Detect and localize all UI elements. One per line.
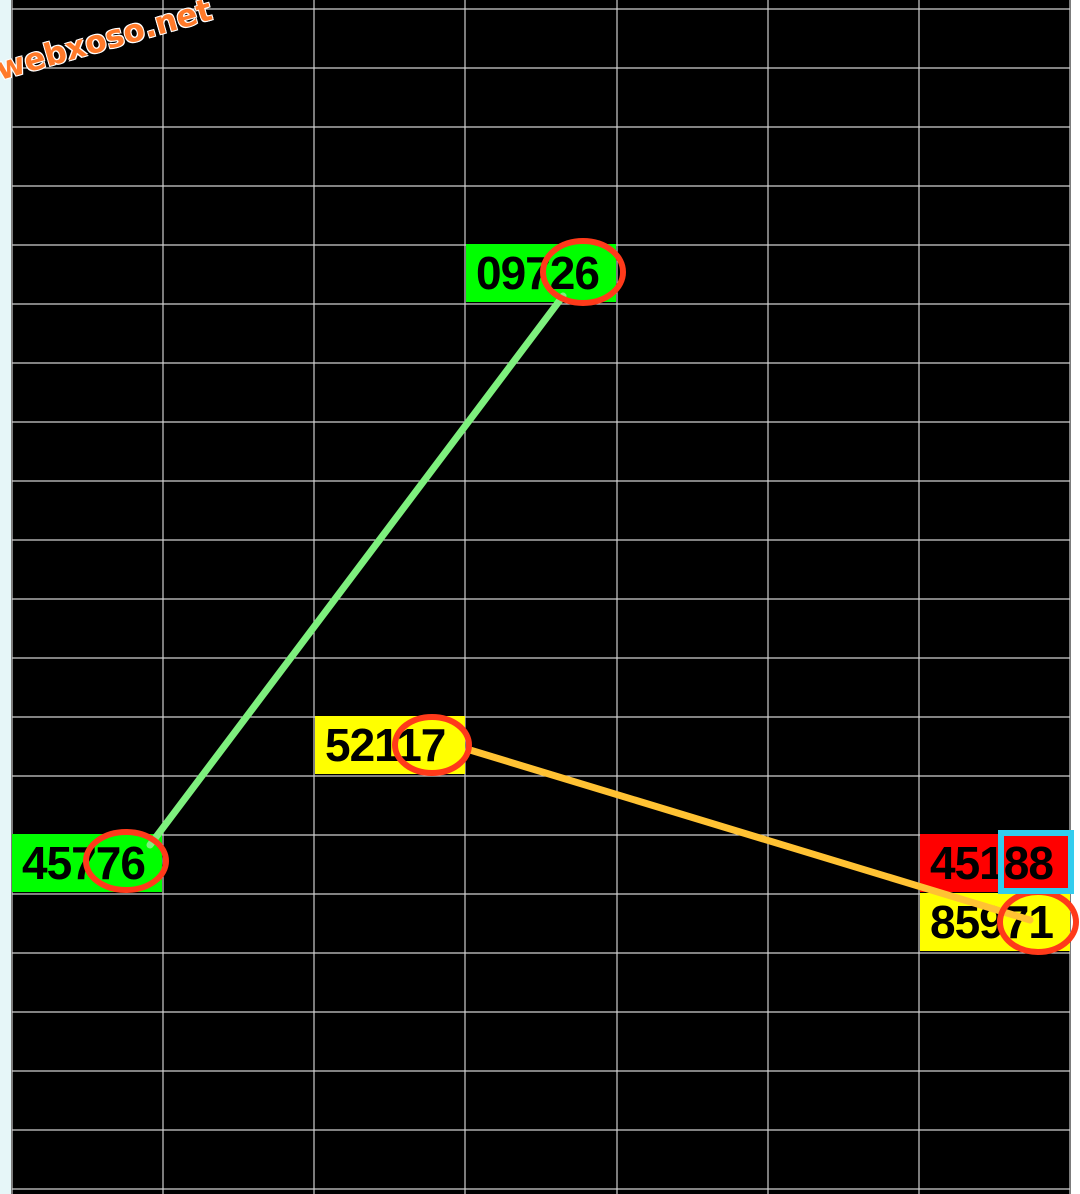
- right-border-strip: [1071, 0, 1080, 1194]
- number-text: 52117: [325, 719, 446, 771]
- left-border-strip: [0, 0, 11, 1194]
- number-text: 09726: [476, 247, 600, 299]
- number-cell-45776: 45776: [12, 834, 162, 892]
- number-cell-85971: 85971: [920, 893, 1070, 951]
- number-cell-52117: 52117: [315, 716, 465, 774]
- number-text: 45776: [22, 837, 146, 889]
- number-cell-09726: 09726: [466, 244, 616, 302]
- number-text: 85971: [930, 896, 1054, 948]
- number-text: 45188: [930, 837, 1054, 889]
- number-cell-45188: 45188: [920, 834, 1070, 892]
